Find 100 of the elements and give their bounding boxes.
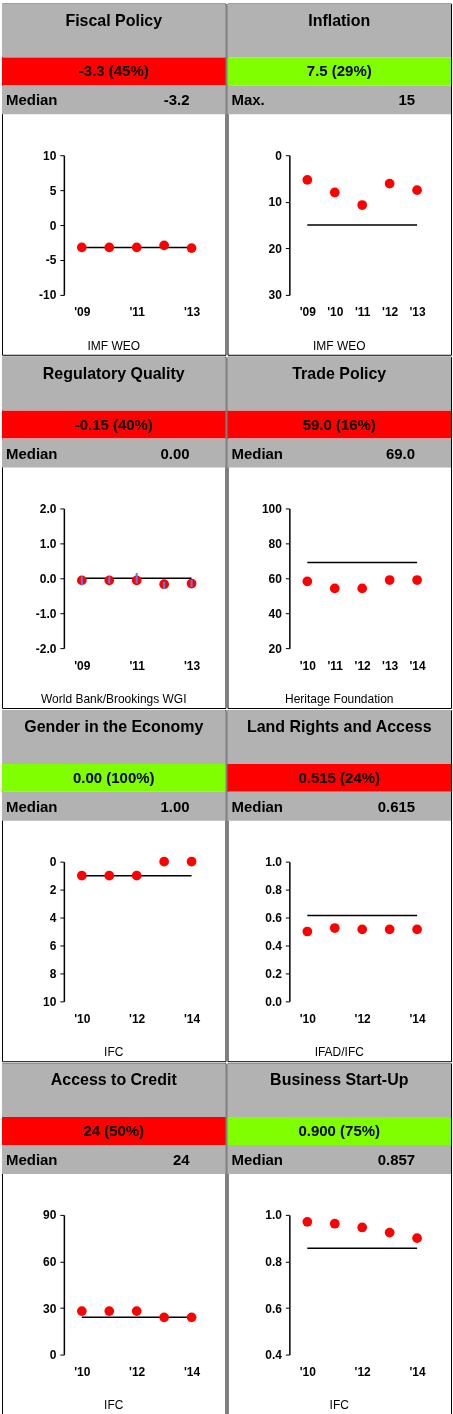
y-tick-label: 1.0: [265, 1208, 283, 1223]
text: 1.00: [160, 797, 190, 815]
y-tick-label: 0.8: [265, 1254, 283, 1269]
y-tick-label: 6: [49, 938, 57, 953]
y-tick-label: 1.0: [39, 536, 57, 551]
chart-title: Inflation: [308, 11, 371, 29]
text: Median: [5, 797, 58, 815]
chart-title: Access to Credit: [50, 1071, 178, 1089]
x-tick-label: '10: [327, 305, 344, 320]
x-tick-label: '14: [409, 1011, 426, 1026]
x-tick-label: '12: [382, 305, 399, 320]
y-tick-label: 2.0: [39, 501, 57, 516]
x-tick-label: '10: [299, 1365, 317, 1380]
text: IMF WEO: [312, 338, 366, 353]
x-tick-label: '11: [129, 658, 146, 673]
text: IFC: [104, 1398, 124, 1413]
y-tick-label: 20: [268, 241, 283, 256]
x-tick-label: '14: [409, 658, 426, 673]
chart-title: Business Start-Up: [270, 1071, 409, 1089]
x-tick-label: '10: [74, 1365, 91, 1380]
x-tick-label: '11: [327, 658, 344, 673]
text: IFC: [329, 1398, 350, 1413]
x-tick-label: '10: [299, 658, 317, 673]
text: Median: [5, 444, 58, 462]
text: 15: [398, 91, 416, 109]
chart-title: Trade Policy: [292, 364, 387, 382]
x-tick-label: '14: [183, 1365, 201, 1380]
y-tick-label: 5: [49, 183, 57, 198]
x-tick-label: '13: [183, 305, 201, 320]
y-tick-label: 10: [43, 994, 57, 1009]
y-tick-label: 60: [43, 1254, 57, 1269]
chart-subtitle: 24 (50%): [83, 1122, 145, 1140]
text: Median: [231, 444, 283, 462]
y-tick-label: 80: [268, 536, 283, 551]
x-tick-label: '13: [382, 658, 399, 673]
y-tick-label: 0.4: [265, 938, 283, 953]
y-tick-label: 4: [49, 911, 57, 926]
y-tick-label: -10: [39, 288, 57, 303]
y-tick-label: 0.2: [265, 966, 283, 981]
y-tick-label: 8: [49, 966, 57, 981]
x-tick-label: '11: [354, 305, 371, 320]
x-tick-label: '10: [299, 1011, 317, 1026]
y-tick-label: 0: [49, 218, 57, 233]
y-tick-label: 30: [43, 1301, 57, 1316]
text: IMF WEO: [87, 338, 141, 353]
text: IFC: [104, 1045, 124, 1060]
x-tick-label: '09: [299, 305, 317, 320]
chart-subtitle: -3.3 (45%): [78, 62, 149, 80]
chart-subtitle: 7.5 (29%): [306, 62, 372, 80]
x-tick-label: '11: [129, 305, 146, 320]
y-tick-label: 2: [49, 883, 57, 898]
text: 69.0: [385, 444, 416, 462]
chart-subtitle: 0.515 (24%): [298, 768, 380, 786]
text: World Bank/Brookings WGI: [41, 692, 187, 707]
x-tick-label: '13: [409, 305, 426, 320]
text: 0.00: [160, 444, 190, 462]
chart-subtitle: 0.900 (75%): [298, 1122, 380, 1140]
y-tick-label: 0.8: [265, 883, 283, 898]
y-tick-label: 0: [275, 148, 283, 163]
y-tick-label: -2.0: [35, 641, 57, 656]
y-tick-label: 0: [49, 1348, 57, 1363]
y-tick-label: 100: [261, 501, 283, 516]
y-tick-label: 60: [268, 571, 283, 586]
x-tick-label: '09: [74, 305, 91, 320]
x-tick-label: '14: [183, 1011, 201, 1026]
y-tick-label: 0.0: [39, 571, 57, 586]
y-tick-label: 10: [43, 148, 57, 163]
text: IFAD/IFC: [314, 1045, 365, 1060]
text: Median: [231, 797, 283, 815]
text: Median: [5, 91, 58, 109]
text: 0.857: [377, 1150, 416, 1168]
chart-subtitle: 59.0 (16%): [302, 415, 376, 433]
y-tick-label: 20: [268, 641, 283, 656]
x-tick-label: '09: [74, 658, 91, 673]
y-tick-label: 0.4: [265, 1348, 283, 1363]
y-tick-label: 0.6: [265, 1301, 283, 1316]
x-tick-label: '13: [183, 658, 201, 673]
x-tick-label: '12: [354, 1011, 372, 1026]
text: 24: [172, 1150, 191, 1168]
chart-title: Gender in the Economy: [24, 717, 204, 735]
text: Max.: [231, 91, 265, 109]
y-tick-label: 40: [268, 606, 283, 621]
x-tick-label: '10: [74, 1011, 91, 1026]
y-tick-label: 1.0: [265, 855, 283, 870]
text: -3.2: [163, 91, 190, 109]
y-tick-label: -1.0: [35, 606, 57, 621]
x-tick-label: '14: [409, 1365, 426, 1380]
y-tick-label: 10: [268, 195, 283, 210]
chart-subtitle: 0.00 (100%): [73, 768, 155, 786]
chart-subtitle: -0.15 (40%): [74, 415, 153, 433]
text: Median: [231, 1150, 283, 1168]
x-tick-label: '12: [129, 1011, 146, 1026]
y-tick-label: 90: [43, 1208, 57, 1223]
y-tick-label: 30: [268, 288, 283, 303]
chart-title: Land Rights and Access: [246, 717, 432, 735]
x-tick-label: '12: [354, 1365, 372, 1380]
x-tick-label: '12: [129, 1365, 146, 1380]
text: 0.615: [377, 797, 416, 815]
x-tick-label: '12: [354, 658, 372, 673]
y-tick-label: -5: [45, 253, 57, 268]
